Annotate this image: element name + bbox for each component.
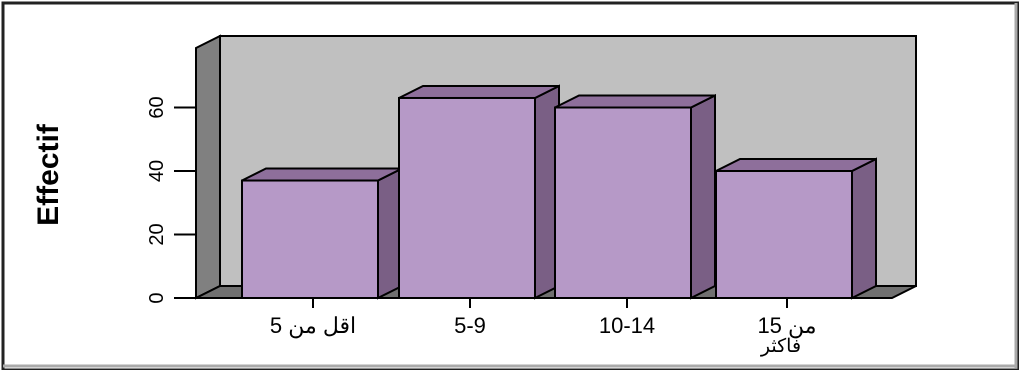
bar-top-face: [398, 84, 560, 99]
x-tick-label: 10-14: [599, 313, 655, 338]
bar-side-face: [851, 157, 877, 300]
bar-front-face: [398, 96, 536, 299]
y-axis-label: Effectif: [32, 123, 65, 226]
bar-3: [554, 93, 716, 300]
x-tick-label: 15 من: [757, 313, 816, 339]
bar-1: [241, 166, 403, 300]
bar-top-face: [715, 158, 877, 172]
bar-2: [398, 84, 560, 300]
x-tick-label: 5-9: [454, 313, 486, 338]
y-axis: 0 20 40 60: [146, 48, 197, 304]
bar-front-face: [554, 106, 692, 299]
bar-top-face: [554, 94, 716, 109]
x-tick-label: اقل من 5: [270, 313, 356, 339]
chart-side-wall: [195, 34, 221, 300]
bar-front-face: [715, 170, 853, 299]
y-tick-label: 20: [146, 223, 168, 245]
y-tick-label: 60: [146, 96, 168, 118]
y-tick-label: 40: [146, 160, 168, 182]
bar-side-face: [690, 93, 716, 300]
bar-4: [715, 157, 877, 300]
x-tick-label-line2: فاكثر: [760, 336, 801, 357]
bar-front-face: [241, 179, 379, 299]
bar-top-face: [241, 167, 403, 182]
y-tick-label: 0: [146, 292, 168, 303]
